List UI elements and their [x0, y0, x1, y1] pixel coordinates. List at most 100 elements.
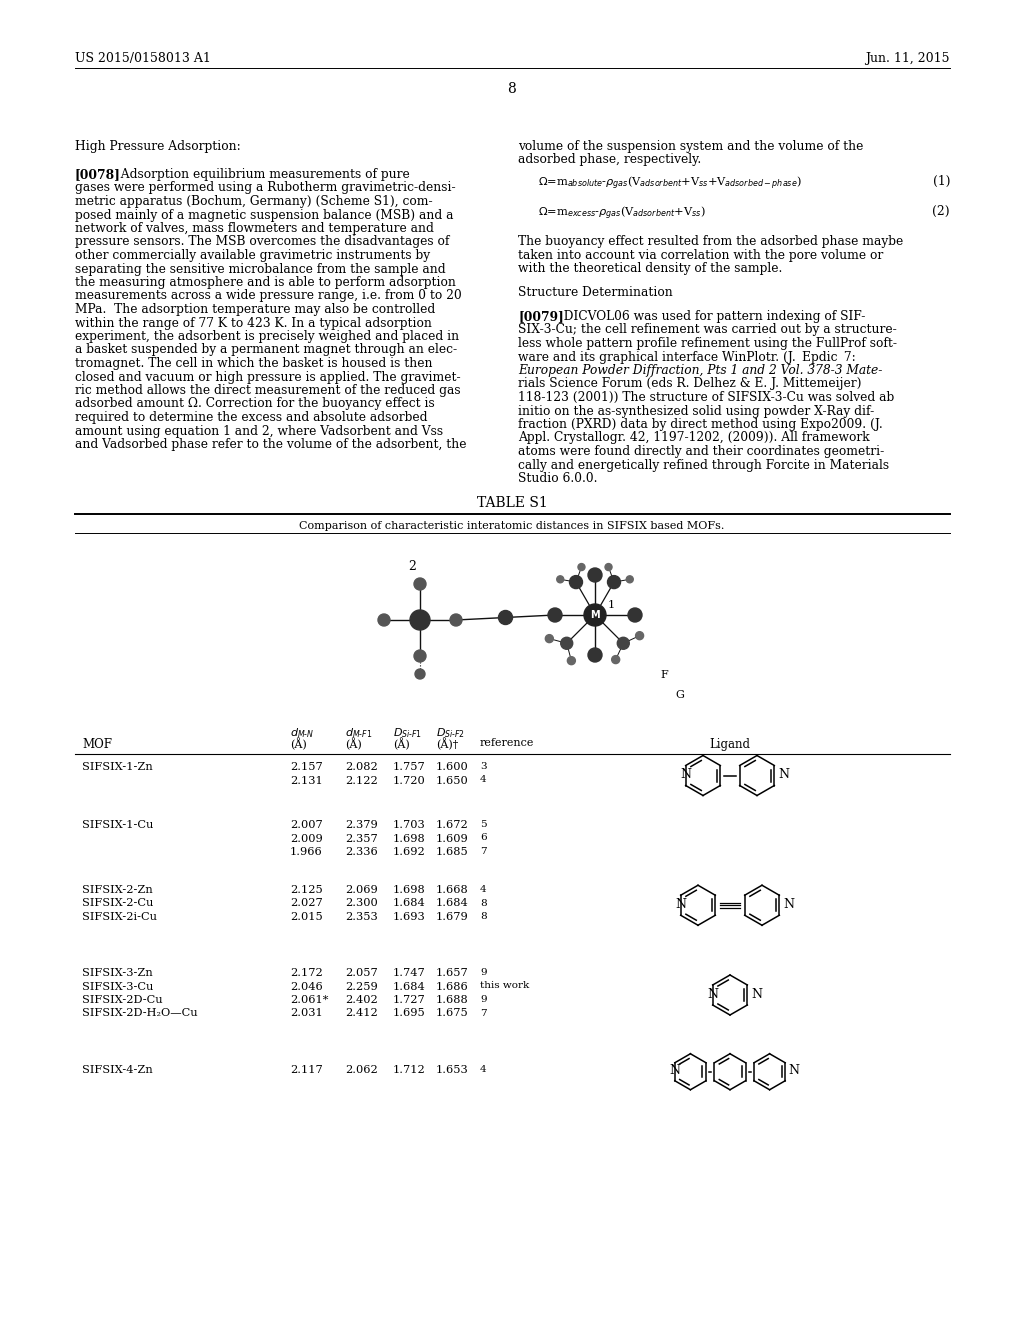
- Text: 1.692: 1.692: [393, 847, 426, 857]
- Text: 2.357: 2.357: [345, 833, 378, 843]
- Text: 3: 3: [480, 762, 486, 771]
- Text: separating the sensitive microbalance from the sample and: separating the sensitive microbalance fr…: [75, 263, 445, 276]
- Text: with the theoretical density of the sample.: with the theoretical density of the samp…: [518, 261, 782, 275]
- Text: 4: 4: [480, 884, 486, 894]
- Text: 5: 5: [480, 820, 486, 829]
- Text: Structure Determination: Structure Determination: [518, 286, 673, 300]
- Text: SIFSIX-4-Zn: SIFSIX-4-Zn: [82, 1065, 153, 1074]
- Text: SIFSIX-2-Cu: SIFSIX-2-Cu: [82, 899, 154, 908]
- Text: MPa.  The adsorption temperature may also be controlled: MPa. The adsorption temperature may also…: [75, 304, 435, 315]
- Text: 2.172: 2.172: [290, 968, 323, 978]
- Text: 2.353: 2.353: [345, 912, 378, 921]
- Text: 118-123 (2001)) The structure of SIFSIX-3-Cu was solved ab: 118-123 (2001)) The structure of SIFSIX-…: [518, 391, 894, 404]
- Text: [0079]: [0079]: [518, 310, 564, 323]
- Text: 1.747: 1.747: [393, 968, 426, 978]
- Text: 2.379: 2.379: [345, 820, 378, 830]
- Text: 1.679: 1.679: [436, 912, 469, 921]
- Text: adsorbed amount Ω. Correction for the buoyancy effect is: adsorbed amount Ω. Correction for the bu…: [75, 397, 435, 411]
- Text: N: N: [670, 1064, 680, 1077]
- Text: 4: 4: [480, 1065, 486, 1074]
- Text: 2.027: 2.027: [290, 899, 323, 908]
- Text: European Powder Diffraction, Pts 1 and 2 Vol. 378-3 Mate-: European Powder Diffraction, Pts 1 and 2…: [518, 364, 883, 378]
- Text: SIFSIX-1-Cu: SIFSIX-1-Cu: [82, 820, 154, 830]
- Text: 2.336: 2.336: [345, 847, 378, 857]
- Text: 2.082: 2.082: [345, 762, 378, 772]
- Text: 1.693: 1.693: [393, 912, 426, 921]
- Text: 2.131: 2.131: [290, 776, 323, 785]
- Text: 1.695: 1.695: [393, 1008, 426, 1019]
- Text: (Å): (Å): [290, 738, 307, 751]
- Text: (Å): (Å): [393, 738, 410, 751]
- Circle shape: [548, 609, 562, 622]
- Text: ware and its graphical interface WinPlotr. (J.  Epdic  7:: ware and its graphical interface WinPlot…: [518, 351, 856, 363]
- Text: 2: 2: [408, 560, 416, 573]
- Text: 1.698: 1.698: [393, 884, 426, 895]
- Circle shape: [605, 564, 612, 570]
- Circle shape: [414, 578, 426, 590]
- Text: SIFSIX-2D-Cu: SIFSIX-2D-Cu: [82, 995, 163, 1005]
- Text: $d_{M\text{-}N}$: $d_{M\text{-}N}$: [290, 726, 314, 739]
- Text: 2.061*: 2.061*: [290, 995, 329, 1005]
- Text: N: N: [788, 1064, 800, 1077]
- Text: $D_{Si\text{-}F1}$: $D_{Si\text{-}F1}$: [393, 726, 422, 739]
- Text: 2.412: 2.412: [345, 1008, 378, 1019]
- Text: rials Science Forum (eds R. Delhez & E. J. Mittemeijer): rials Science Forum (eds R. Delhez & E. …: [518, 378, 861, 391]
- Text: 1.653: 1.653: [436, 1065, 469, 1074]
- Text: (1): (1): [933, 176, 950, 187]
- Text: 1.600: 1.600: [436, 762, 469, 772]
- Text: 8: 8: [508, 82, 516, 96]
- Text: volume of the suspension system and the volume of the: volume of the suspension system and the …: [518, 140, 863, 153]
- Circle shape: [410, 610, 430, 630]
- Text: 1: 1: [608, 601, 615, 610]
- Text: 7: 7: [480, 1008, 486, 1018]
- Text: $D_{Si\text{-}F2}$: $D_{Si\text{-}F2}$: [436, 726, 465, 739]
- Text: adsorbed phase, respectively.: adsorbed phase, respectively.: [518, 153, 701, 166]
- Text: Comparison of characteristic interatomic distances in SIFSIX based MOFs.: Comparison of characteristic interatomic…: [299, 521, 725, 531]
- Text: M: M: [590, 610, 600, 620]
- Text: 1.712: 1.712: [393, 1065, 426, 1074]
- Text: ric method allows the direct measurement of the reduced gas: ric method allows the direct measurement…: [75, 384, 461, 397]
- Text: a basket suspended by a permanent magnet through an elec-: a basket suspended by a permanent magnet…: [75, 343, 457, 356]
- Text: reference: reference: [480, 738, 535, 748]
- Text: 2.057: 2.057: [345, 968, 378, 978]
- Text: SIFSIX-2i-Cu: SIFSIX-2i-Cu: [82, 912, 157, 921]
- Text: 1.720: 1.720: [393, 776, 426, 785]
- Text: N: N: [680, 768, 691, 781]
- Text: 1.672: 1.672: [436, 820, 469, 830]
- Text: 2.122: 2.122: [345, 776, 378, 785]
- Text: tromagnet. The cell in which the basket is housed is then: tromagnet. The cell in which the basket …: [75, 356, 432, 370]
- Circle shape: [627, 576, 633, 583]
- Text: [0078]: [0078]: [75, 168, 121, 181]
- Text: 1.698: 1.698: [393, 833, 426, 843]
- Text: 2.007: 2.007: [290, 820, 323, 830]
- Text: (Å): (Å): [345, 738, 361, 751]
- Circle shape: [617, 638, 630, 649]
- Text: fraction (PXRD) data by direct method using Expo2009. (J.: fraction (PXRD) data by direct method us…: [518, 418, 883, 432]
- Text: 1.727: 1.727: [393, 995, 426, 1005]
- Circle shape: [557, 576, 564, 583]
- Text: the measuring atmosphere and is able to perform adsorption: the measuring atmosphere and is able to …: [75, 276, 456, 289]
- Text: other commercially available gravimetric instruments by: other commercially available gravimetric…: [75, 249, 430, 261]
- Circle shape: [584, 605, 606, 626]
- Text: SIFSIX-3-Zn: SIFSIX-3-Zn: [82, 968, 153, 978]
- Circle shape: [415, 669, 425, 678]
- Text: atoms were found directly and their coordinates geometri-: atoms were found directly and their coor…: [518, 445, 885, 458]
- Text: $\Omega$=m$_{\mathit{excess}}$-$\rho$$_{\mathit{gas}}$(V$_{\mathit{adsorbent}}$+: $\Omega$=m$_{\mathit{excess}}$-$\rho$$_{…: [538, 205, 706, 222]
- Text: 2.402: 2.402: [345, 995, 378, 1005]
- Text: SIFSIX-1-Zn: SIFSIX-1-Zn: [82, 762, 153, 772]
- Text: 8: 8: [480, 899, 486, 908]
- Circle shape: [450, 614, 462, 626]
- Text: 1.966: 1.966: [290, 847, 323, 857]
- Text: required to determine the excess and absolute adsorbed: required to determine the excess and abs…: [75, 411, 427, 424]
- Text: 1.675: 1.675: [436, 1008, 469, 1019]
- Text: 8: 8: [480, 912, 486, 921]
- Text: 1.685: 1.685: [436, 847, 469, 857]
- Circle shape: [414, 649, 426, 663]
- Text: 1.650: 1.650: [436, 776, 469, 785]
- Text: experiment, the adsorbent is precisely weighed and placed in: experiment, the adsorbent is precisely w…: [75, 330, 459, 343]
- Text: taken into account via correlation with the pore volume or: taken into account via correlation with …: [518, 248, 884, 261]
- Text: Appl. Crystallogr. 42, 1197-1202, (2009)). All framework: Appl. Crystallogr. 42, 1197-1202, (2009)…: [518, 432, 869, 445]
- Text: metric apparatus (Bochum, Germany) (Scheme S1), com-: metric apparatus (Bochum, Germany) (Sche…: [75, 195, 432, 209]
- Text: Studio 6.0.0.: Studio 6.0.0.: [518, 473, 597, 484]
- Text: 9: 9: [480, 968, 486, 977]
